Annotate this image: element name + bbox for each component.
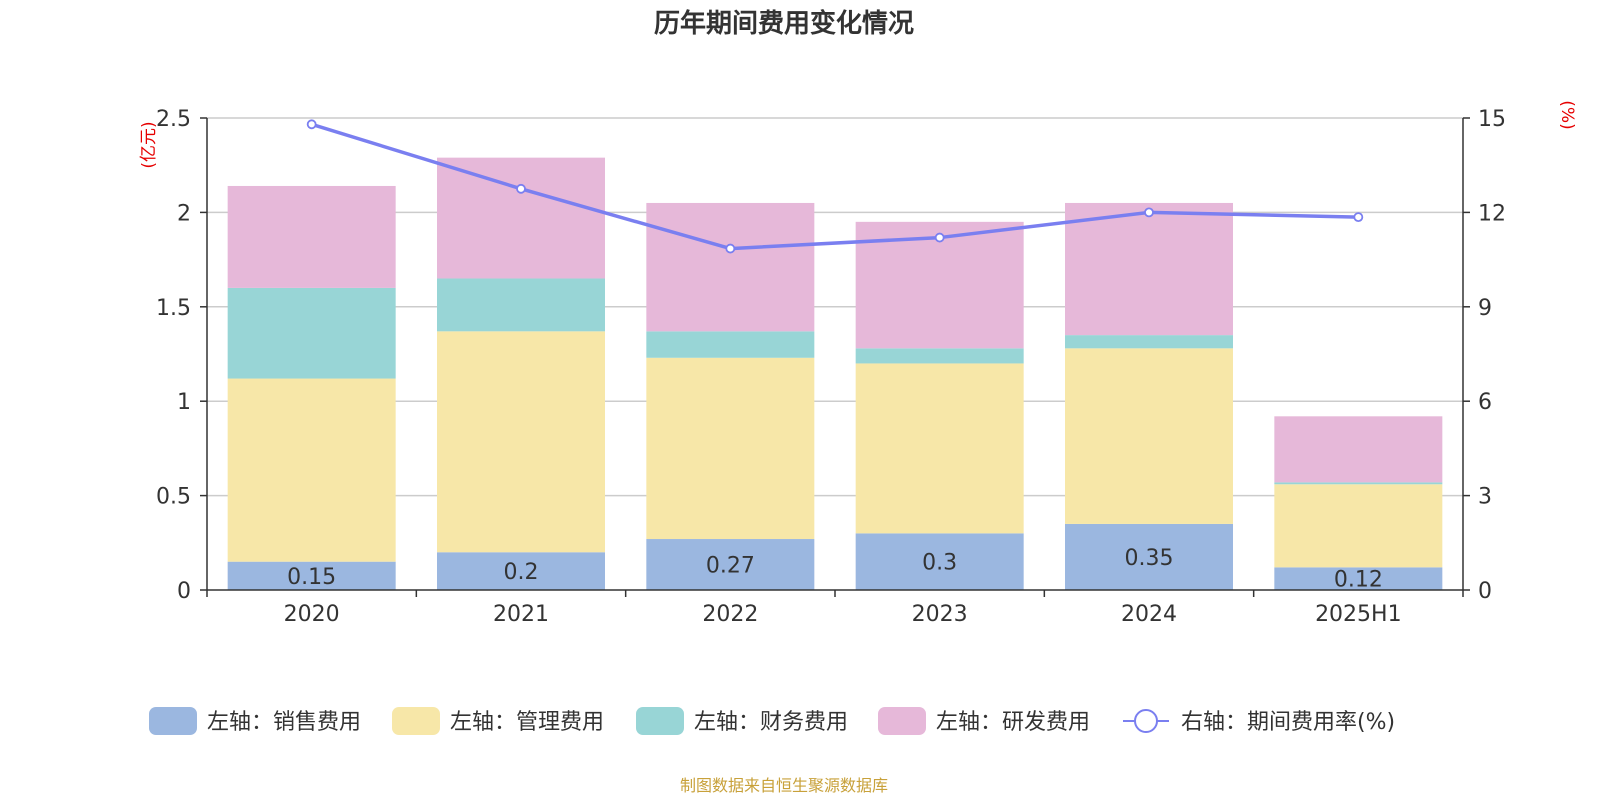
bar-data-label: 0.27 <box>706 554 755 579</box>
x-axis-tick-label: 2023 <box>912 602 968 627</box>
legend-label: 左轴：管理费用 <box>450 710 604 735</box>
bar-segment[interactable] <box>1274 482 1443 485</box>
bar-segment[interactable] <box>1065 335 1233 349</box>
legend-label: 左轴：财务费用 <box>694 710 848 735</box>
x-axis-tick-label: 2022 <box>702 602 758 627</box>
bar-segment[interactable] <box>437 157 605 279</box>
bar-segment[interactable] <box>227 185 396 288</box>
legend-label: 左轴：研发费用 <box>936 710 1090 735</box>
right-axis-tick-label: 9 <box>1478 296 1492 321</box>
left-axis-tick-label: 1 <box>177 390 191 415</box>
rate-point[interactable] <box>1144 207 1154 218</box>
rate-line <box>311 122 1359 251</box>
bar-segment[interactable] <box>227 287 396 379</box>
bar-segment[interactable] <box>1274 567 1443 590</box>
bar-segment[interactable] <box>855 221 1024 349</box>
legend-item[interactable]: 左轴：财务费用 <box>636 707 848 735</box>
bar-segment[interactable] <box>437 552 605 590</box>
bar-segment[interactable] <box>1065 202 1233 336</box>
left-axis-tick-label: 2.5 <box>156 107 191 132</box>
bar-segment[interactable] <box>1065 523 1233 590</box>
bar-series <box>227 157 1443 590</box>
right-axis-tick-label: 3 <box>1478 485 1492 510</box>
x-axis-tick-label: 2025H1 <box>1315 602 1402 627</box>
legend-label: 左轴：销售费用 <box>207 710 361 735</box>
left-axis-tick-label: 0.5 <box>156 485 191 510</box>
line-series <box>306 119 1364 254</box>
bar-data-label: 0.35 <box>1125 546 1174 571</box>
grid-lines <box>207 117 1463 497</box>
bar-segment[interactable] <box>646 202 815 332</box>
rate-point[interactable] <box>1353 212 1364 223</box>
axes: 0 0.5 1 1.5 2 2.5 0 3 6 9 12 15 2020 2021 2022 2023 2024… <box>156 107 1506 627</box>
x-axis-tick-label: 2020 <box>284 602 340 627</box>
right-axis-unit: (%) <box>1557 100 1577 129</box>
right-axis-tick-label: 6 <box>1478 390 1492 415</box>
x-axis-tick-label: 2024 <box>1121 602 1177 627</box>
bar-segment[interactable] <box>437 278 605 332</box>
bar-segment[interactable] <box>437 331 605 553</box>
rate-point[interactable] <box>306 119 317 130</box>
legend-item[interactable]: 左轴：管理费用 <box>392 707 604 735</box>
bar-segment[interactable] <box>1274 416 1443 483</box>
bar-segment[interactable] <box>227 561 396 590</box>
legend-label: 右轴：期间费用率(%) <box>1181 710 1395 735</box>
x-axis-tick-label: 2021 <box>493 602 549 627</box>
bar-data-label: 0.12 <box>1334 568 1383 593</box>
data-labels: 0.15 0.2 0.27 0.3 0.35 0.12 <box>287 546 1383 593</box>
bar-segment[interactable] <box>855 348 1024 364</box>
bar-data-label: 0.3 <box>922 551 957 576</box>
legend-swatch <box>149 707 197 735</box>
legend-item[interactable]: 左轴：研发费用 <box>878 707 1090 735</box>
legend[interactable]: 左轴：销售费用 左轴：管理费用 左轴：财务费用 左轴：研发费用 右轴：期间费用率(%) <box>149 707 1395 735</box>
left-axis-tick-label: 0 <box>177 579 191 604</box>
right-axis-tick-label: 15 <box>1478 107 1506 132</box>
rate-point[interactable] <box>934 232 945 243</box>
bar-segment[interactable] <box>1065 348 1233 524</box>
bar-segment[interactable] <box>646 331 815 358</box>
rate-point[interactable] <box>725 243 736 254</box>
bar-segment[interactable] <box>855 363 1024 534</box>
bar-data-label: 0.2 <box>504 560 539 585</box>
legend-item[interactable]: 左轴：销售费用 <box>149 707 361 735</box>
right-axis-tick-label: 0 <box>1478 579 1492 604</box>
legend-item[interactable]: 右轴：期间费用率(%) <box>1123 709 1395 735</box>
bar-segment[interactable] <box>227 378 396 562</box>
bar-segment[interactable] <box>1274 484 1443 568</box>
legend-swatch <box>636 707 684 735</box>
bar-segment[interactable] <box>646 357 815 540</box>
left-axis-tick-label: 1.5 <box>156 296 191 321</box>
legend-swatch <box>878 707 926 735</box>
source-note: 制图数据来自恒生聚源数据库 <box>680 776 888 795</box>
right-axis-tick-label: 12 <box>1478 201 1506 226</box>
legend-marker <box>1134 709 1158 733</box>
left-axis-unit: (亿元) <box>139 121 159 168</box>
bar-segment[interactable] <box>646 539 815 590</box>
chart-title: 历年期间费用变化情况 <box>654 8 914 39</box>
bar-data-label: 0.15 <box>287 565 336 590</box>
rate-point[interactable] <box>516 183 526 194</box>
left-axis-tick-label: 2 <box>177 201 191 226</box>
legend-swatch <box>392 707 440 735</box>
bar-segment[interactable] <box>855 533 1024 590</box>
